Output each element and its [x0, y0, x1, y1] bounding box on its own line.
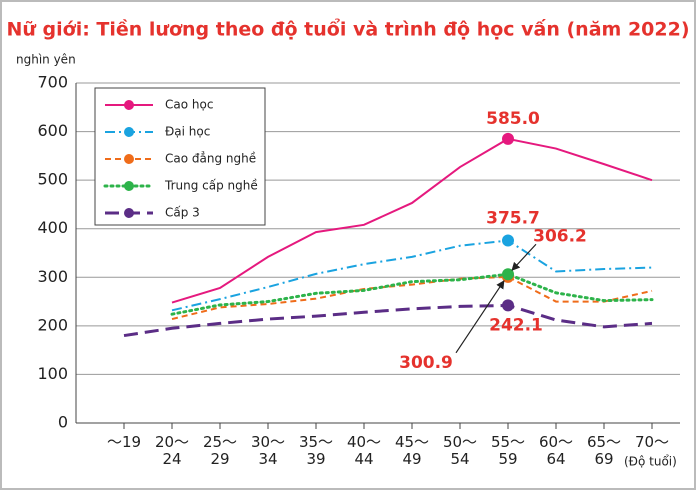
x-tick-label: 50～ 54: [442, 433, 478, 468]
y-tick-label: 600: [37, 121, 68, 140]
y-tick-label: 700: [37, 73, 68, 92]
point-marker: [502, 234, 514, 247]
data-label: 375.7: [486, 209, 540, 229]
legend-marker: [124, 127, 134, 137]
data-label: 585.0: [486, 109, 540, 129]
point-marker: [502, 268, 514, 281]
x-tick-label: 25～ 29: [202, 433, 238, 468]
y-tick-label: 100: [37, 364, 68, 383]
x-tick-label: 55～ 59: [490, 433, 526, 468]
data-label: 300.9: [399, 353, 453, 373]
legend-marker: [124, 208, 134, 218]
x-tick-label: 45～ 49: [394, 433, 430, 468]
series-line: [171, 275, 653, 321]
point-marker: [502, 299, 514, 312]
legend-box: [94, 87, 266, 226]
chart-title: Nữ giới: Tiền lương theo độ tuổi và trìn…: [6, 18, 689, 41]
data-label: 306.2: [533, 226, 587, 246]
x-tick-label: ～19: [106, 433, 142, 451]
legend-label: Trung cấp nghề: [164, 179, 258, 193]
point-marker: [502, 132, 514, 145]
x-tick-label: 40～ 44: [346, 433, 382, 468]
series-line: [171, 239, 653, 312]
legend-label: Cao đẳng nghề: [165, 151, 256, 166]
legend-label: Cao học: [165, 98, 213, 112]
x-tick-label: 65～ 69: [586, 433, 622, 468]
x-tick-label: 30～ 34: [250, 433, 286, 468]
x-tick-label: 35～ 39: [298, 433, 334, 468]
legend-label: Cấp 3: [165, 206, 200, 220]
series-line: [171, 137, 653, 304]
legend-label: Đại học: [165, 125, 210, 139]
series-line: [170, 272, 654, 316]
legend-marker: [124, 100, 134, 110]
x-tick-label: 20～ 24: [154, 433, 190, 468]
series-line: [123, 303, 653, 338]
annotation-arrow: [511, 243, 537, 271]
y-tick-label: 500: [37, 170, 68, 189]
x-tick-label: 60～ 64: [538, 433, 574, 468]
legend-marker: [124, 154, 134, 164]
y-axis-label: nghìn yên: [16, 53, 76, 67]
x-tick-label: 70～: [634, 433, 670, 451]
data-label: 242.1: [489, 315, 543, 335]
annotation-arrow: [455, 280, 505, 354]
y-tick-label: 400: [37, 218, 68, 237]
y-tick-label: 200: [37, 315, 68, 334]
x-axis-label: (Độ tuổi): [624, 455, 677, 469]
y-tick-label: 0: [58, 413, 68, 432]
legend-marker: [124, 181, 134, 191]
y-tick-label: 300: [37, 267, 68, 286]
